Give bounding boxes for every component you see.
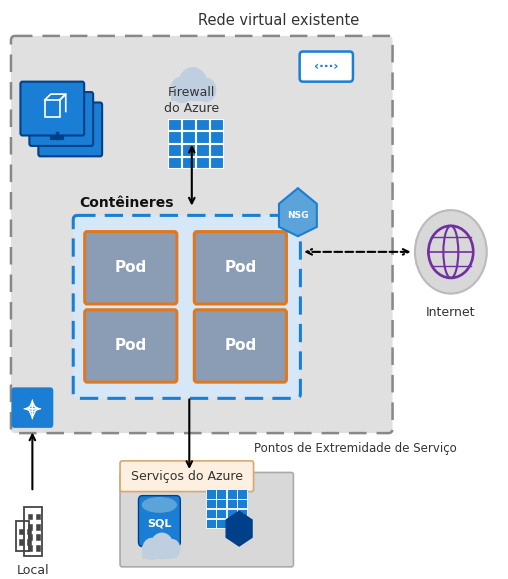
Text: Internet: Internet bbox=[426, 306, 475, 319]
FancyBboxPatch shape bbox=[28, 514, 33, 519]
FancyBboxPatch shape bbox=[28, 545, 33, 551]
FancyBboxPatch shape bbox=[19, 539, 23, 545]
FancyBboxPatch shape bbox=[210, 144, 223, 156]
Text: ‹···›: ‹···› bbox=[314, 60, 338, 73]
Text: Pod: Pod bbox=[224, 261, 257, 275]
FancyBboxPatch shape bbox=[206, 489, 216, 499]
FancyBboxPatch shape bbox=[171, 87, 206, 101]
FancyBboxPatch shape bbox=[28, 524, 33, 530]
FancyBboxPatch shape bbox=[216, 509, 226, 518]
FancyBboxPatch shape bbox=[20, 82, 84, 135]
FancyBboxPatch shape bbox=[85, 232, 177, 304]
FancyBboxPatch shape bbox=[210, 131, 223, 143]
FancyBboxPatch shape bbox=[168, 119, 181, 130]
Text: NSG: NSG bbox=[287, 211, 309, 220]
FancyBboxPatch shape bbox=[182, 119, 195, 130]
FancyBboxPatch shape bbox=[19, 529, 23, 534]
FancyBboxPatch shape bbox=[194, 232, 287, 304]
FancyBboxPatch shape bbox=[237, 499, 247, 508]
FancyBboxPatch shape bbox=[36, 524, 40, 530]
FancyBboxPatch shape bbox=[196, 119, 209, 130]
FancyBboxPatch shape bbox=[36, 514, 40, 519]
FancyBboxPatch shape bbox=[182, 144, 195, 156]
FancyBboxPatch shape bbox=[36, 534, 40, 540]
FancyBboxPatch shape bbox=[216, 519, 226, 528]
Text: Pod: Pod bbox=[115, 339, 147, 353]
FancyBboxPatch shape bbox=[27, 539, 31, 545]
Text: Rede virtual existente: Rede virtual existente bbox=[198, 13, 360, 28]
FancyBboxPatch shape bbox=[196, 131, 209, 143]
Circle shape bbox=[179, 68, 207, 100]
FancyBboxPatch shape bbox=[139, 496, 180, 547]
FancyBboxPatch shape bbox=[227, 489, 237, 499]
FancyBboxPatch shape bbox=[194, 310, 287, 382]
Circle shape bbox=[164, 540, 180, 558]
FancyBboxPatch shape bbox=[206, 499, 216, 508]
Polygon shape bbox=[279, 188, 317, 236]
FancyBboxPatch shape bbox=[216, 489, 226, 499]
Text: SQL: SQL bbox=[147, 519, 172, 529]
FancyBboxPatch shape bbox=[227, 509, 237, 518]
FancyBboxPatch shape bbox=[120, 472, 294, 567]
Text: Local: Local bbox=[17, 564, 49, 577]
FancyBboxPatch shape bbox=[196, 144, 209, 156]
Text: Contêineres: Contêineres bbox=[80, 196, 174, 210]
Polygon shape bbox=[226, 511, 252, 546]
FancyBboxPatch shape bbox=[182, 131, 195, 143]
Text: Pontos de Extremidade de Serviço: Pontos de Extremidade de Serviço bbox=[254, 442, 457, 455]
FancyBboxPatch shape bbox=[120, 461, 253, 492]
FancyBboxPatch shape bbox=[168, 144, 181, 156]
FancyBboxPatch shape bbox=[28, 534, 33, 540]
FancyBboxPatch shape bbox=[36, 545, 40, 551]
Circle shape bbox=[151, 533, 173, 559]
FancyBboxPatch shape bbox=[11, 36, 393, 433]
FancyBboxPatch shape bbox=[168, 131, 181, 143]
FancyBboxPatch shape bbox=[27, 529, 31, 534]
FancyBboxPatch shape bbox=[216, 499, 226, 508]
Circle shape bbox=[171, 77, 193, 102]
FancyBboxPatch shape bbox=[29, 92, 93, 146]
FancyBboxPatch shape bbox=[85, 310, 177, 382]
FancyBboxPatch shape bbox=[39, 102, 102, 156]
Text: Pod: Pod bbox=[115, 261, 147, 275]
FancyBboxPatch shape bbox=[73, 215, 300, 398]
Circle shape bbox=[196, 78, 216, 101]
FancyBboxPatch shape bbox=[237, 489, 247, 499]
FancyBboxPatch shape bbox=[237, 509, 247, 518]
FancyBboxPatch shape bbox=[237, 519, 247, 528]
FancyBboxPatch shape bbox=[227, 519, 237, 528]
FancyBboxPatch shape bbox=[206, 519, 216, 528]
Text: Serviços do Azure: Serviços do Azure bbox=[131, 470, 243, 483]
FancyBboxPatch shape bbox=[142, 546, 170, 559]
FancyBboxPatch shape bbox=[227, 499, 237, 508]
Ellipse shape bbox=[142, 497, 176, 512]
FancyBboxPatch shape bbox=[168, 157, 181, 168]
FancyBboxPatch shape bbox=[196, 157, 209, 168]
Text: Firewall
do Azure: Firewall do Azure bbox=[164, 86, 219, 115]
Circle shape bbox=[143, 538, 161, 559]
FancyBboxPatch shape bbox=[210, 119, 223, 130]
Text: Pod: Pod bbox=[224, 339, 257, 353]
FancyBboxPatch shape bbox=[12, 387, 53, 428]
Circle shape bbox=[415, 210, 487, 294]
FancyBboxPatch shape bbox=[300, 52, 353, 82]
FancyBboxPatch shape bbox=[182, 157, 195, 168]
FancyBboxPatch shape bbox=[210, 157, 223, 168]
FancyBboxPatch shape bbox=[206, 509, 216, 518]
